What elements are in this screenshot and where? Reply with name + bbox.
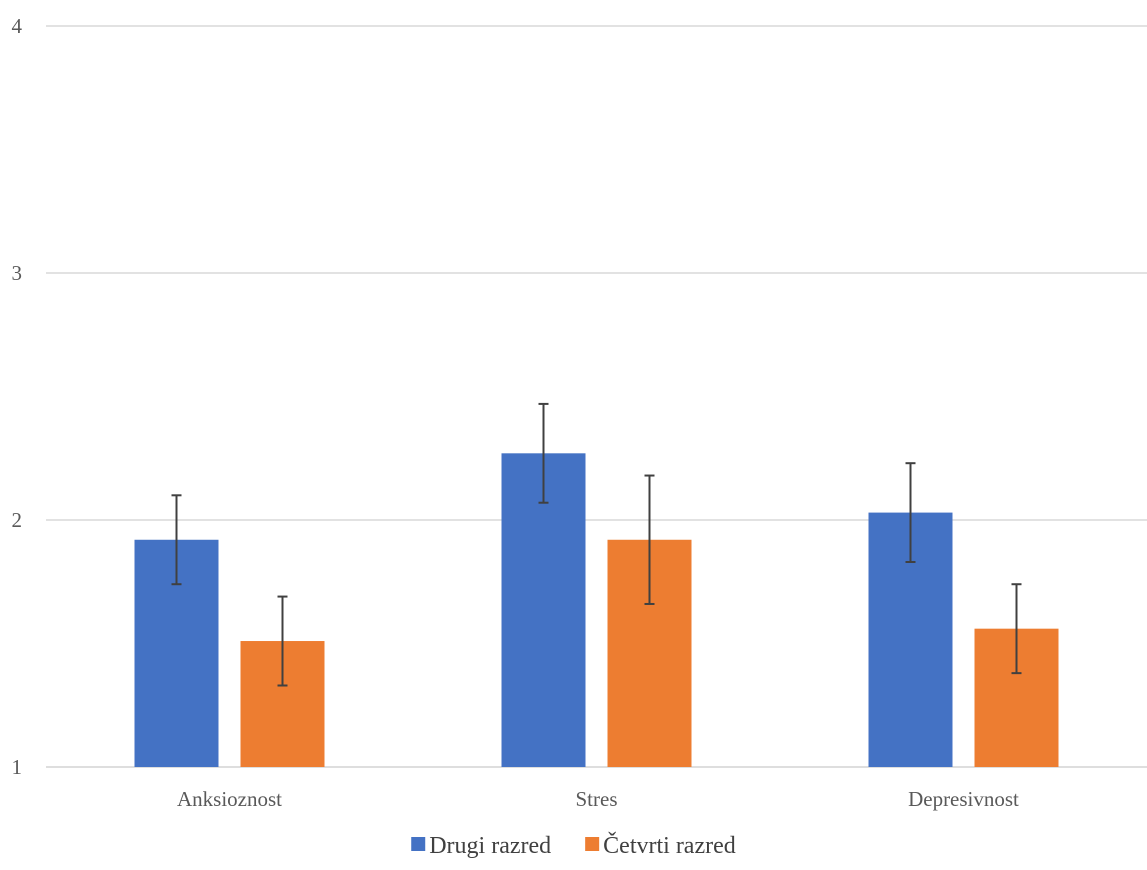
legend-item-1: Četvrti razred [585,832,736,859]
error-bar-depresivnost-series-0 [905,462,916,563]
gridlines [46,25,1147,768]
legend-swatch-0 [411,837,426,851]
x-category-label-stres: Stres [576,787,618,811]
legend-swatch-1 [585,837,600,851]
error-bar-depresivnost-series-1 [1011,583,1022,675]
x-axis-category-labels: Anksioznost Stres Depresivnost [177,787,1019,811]
error-bar-anksioznost-series-0 [171,494,182,586]
y-axis-tick-labels: 1 2 3 4 [12,14,23,779]
legend-item-0: Drugi razred [411,833,551,859]
error-bar-anksioznost-series-1 [277,595,288,687]
legend-label-0: Drugi razred [429,833,551,859]
error-bar-stres-series-0 [538,402,549,504]
y-tick-label-4: 4 [12,14,23,38]
bars [134,453,1059,767]
y-tick-label-1: 1 [12,755,23,779]
y-tick-label-2: 2 [12,508,23,532]
error-bars [171,402,1022,687]
y-tick-label-3: 3 [12,261,23,285]
x-category-label-depresivnost: Depresivnost [908,787,1019,811]
legend: Drugi razred Četvrti razred [411,832,736,859]
legend-label-1: Četvrti razred [603,832,736,859]
x-category-label-anksioznost: Anksioznost [177,787,282,811]
error-bar-stres-series-1 [644,474,655,605]
bar-stres-series-0 [501,453,586,767]
